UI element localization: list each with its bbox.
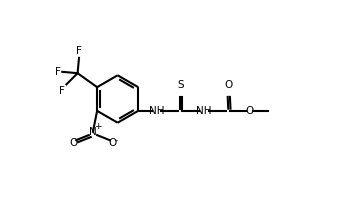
Text: F: F [55, 67, 61, 77]
Text: O: O [69, 138, 78, 148]
Text: N: N [89, 127, 97, 137]
Text: -: - [115, 136, 118, 145]
Text: F: F [76, 47, 82, 56]
Text: +: + [94, 122, 102, 131]
Text: NH: NH [196, 106, 212, 116]
Text: S: S [177, 80, 184, 90]
Text: NH: NH [149, 106, 164, 116]
Text: O: O [224, 80, 232, 90]
Text: O: O [245, 106, 253, 116]
Text: F: F [59, 86, 65, 96]
Text: O: O [108, 138, 117, 148]
